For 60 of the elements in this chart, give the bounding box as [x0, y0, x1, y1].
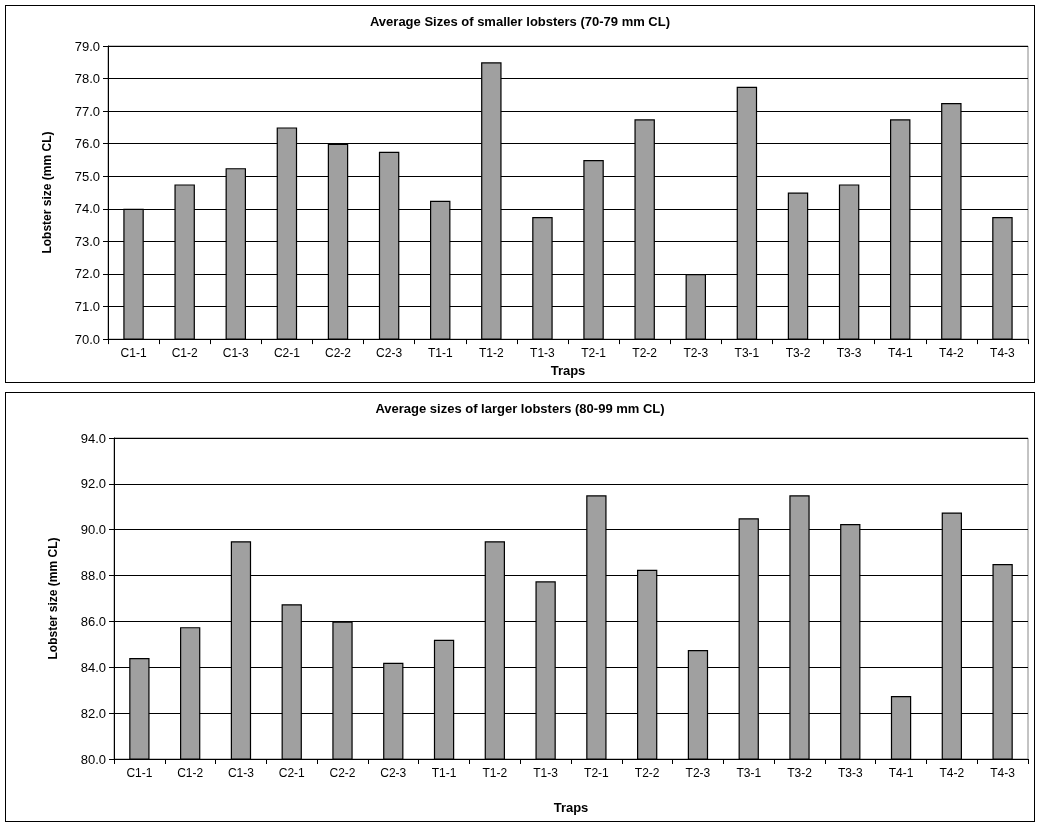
x-tick-label: T2-1: [581, 346, 607, 361]
y-tick-label: 86.0: [80, 613, 106, 629]
y-tick-label: 79.0: [74, 38, 100, 54]
x-tick-label: T3-2: [787, 766, 813, 780]
y-tick-label: 74.0: [74, 201, 100, 217]
chart-title: Average sizes of larger lobsters (80-99 mm CL): [375, 401, 665, 416]
y-tick-label: 77.0: [74, 103, 100, 119]
x-tick-label: T2-2: [634, 766, 660, 780]
x-tick-label: C2-3: [376, 346, 403, 361]
y-tick-label: 76.0: [74, 136, 100, 152]
y-tick-label: 75.0: [74, 168, 100, 184]
y-tick-label: 78.0: [74, 71, 100, 87]
x-axis-title: Traps: [553, 800, 589, 815]
x-tick-label: T4-2: [939, 766, 965, 780]
y-tick-label: 92.0: [80, 476, 106, 492]
chart-title: Average Sizes of smaller lobsters (70-79 mm CL): [369, 14, 671, 29]
y-tick-label: 70.0: [74, 331, 100, 347]
x-tick-label: T4-1: [888, 766, 914, 780]
x-tick-label: T4-3: [990, 766, 1016, 780]
x-tick-label: C2-1: [278, 766, 306, 780]
x-tick-label: T2-3: [685, 766, 711, 780]
y-tick-label: 71.0: [74, 299, 100, 315]
x-tick-label: C1-1: [126, 766, 153, 780]
x-tick-label: C1-2: [177, 766, 204, 780]
x-tick-label: T4-3: [990, 346, 1016, 361]
x-tick-label: C2-2: [324, 346, 352, 361]
x-tick-label: T2-1: [584, 766, 610, 780]
x-tick-label: T1-3: [530, 346, 556, 361]
x-tick-label: C1-3: [227, 766, 255, 780]
y-tick-label: 72.0: [74, 266, 100, 282]
x-tick-label: T1-2: [482, 766, 508, 780]
x-tick-label: T1-2: [478, 346, 504, 361]
y-tick-label: 82.0: [80, 705, 106, 721]
x-axis-title: Traps: [550, 363, 586, 378]
x-tick-label: C1-2: [171, 346, 198, 361]
y-axis-title: Lobster size (mm CL): [40, 131, 54, 254]
x-tick-label: T3-1: [734, 346, 760, 361]
x-tick-label: T4-2: [938, 346, 964, 361]
x-tick-label: C2-2: [329, 766, 356, 780]
x-tick-label: C1-1: [120, 346, 147, 361]
x-tick-label: T2-3: [683, 346, 709, 361]
x-tick-label: C2-3: [380, 766, 407, 780]
x-tick-label: T1-1: [431, 766, 457, 780]
x-tick-label: T2-2: [632, 346, 658, 361]
y-tick-label: 94.0: [80, 430, 106, 446]
y-tick-label: 73.0: [74, 233, 100, 249]
x-tick-label: T3-2: [785, 346, 811, 361]
x-tick-label: T3-3: [836, 346, 862, 361]
x-tick-label: T3-1: [736, 766, 762, 780]
x-tick-label: C1-3: [222, 346, 250, 361]
y-tick-label: 90.0: [80, 522, 106, 538]
y-tick-label: 84.0: [80, 659, 106, 675]
y-axis-title: Lobster size (mm CL): [46, 537, 60, 660]
x-tick-label: T4-1: [887, 346, 913, 361]
y-tick-label: 80.0: [80, 751, 106, 767]
x-tick-label: T1-1: [427, 346, 453, 361]
x-tick-label: C2-1: [273, 346, 301, 361]
x-tick-label: T1-3: [533, 766, 559, 780]
x-tick-label: T3-3: [837, 766, 863, 780]
y-tick-label: 88.0: [80, 568, 106, 584]
